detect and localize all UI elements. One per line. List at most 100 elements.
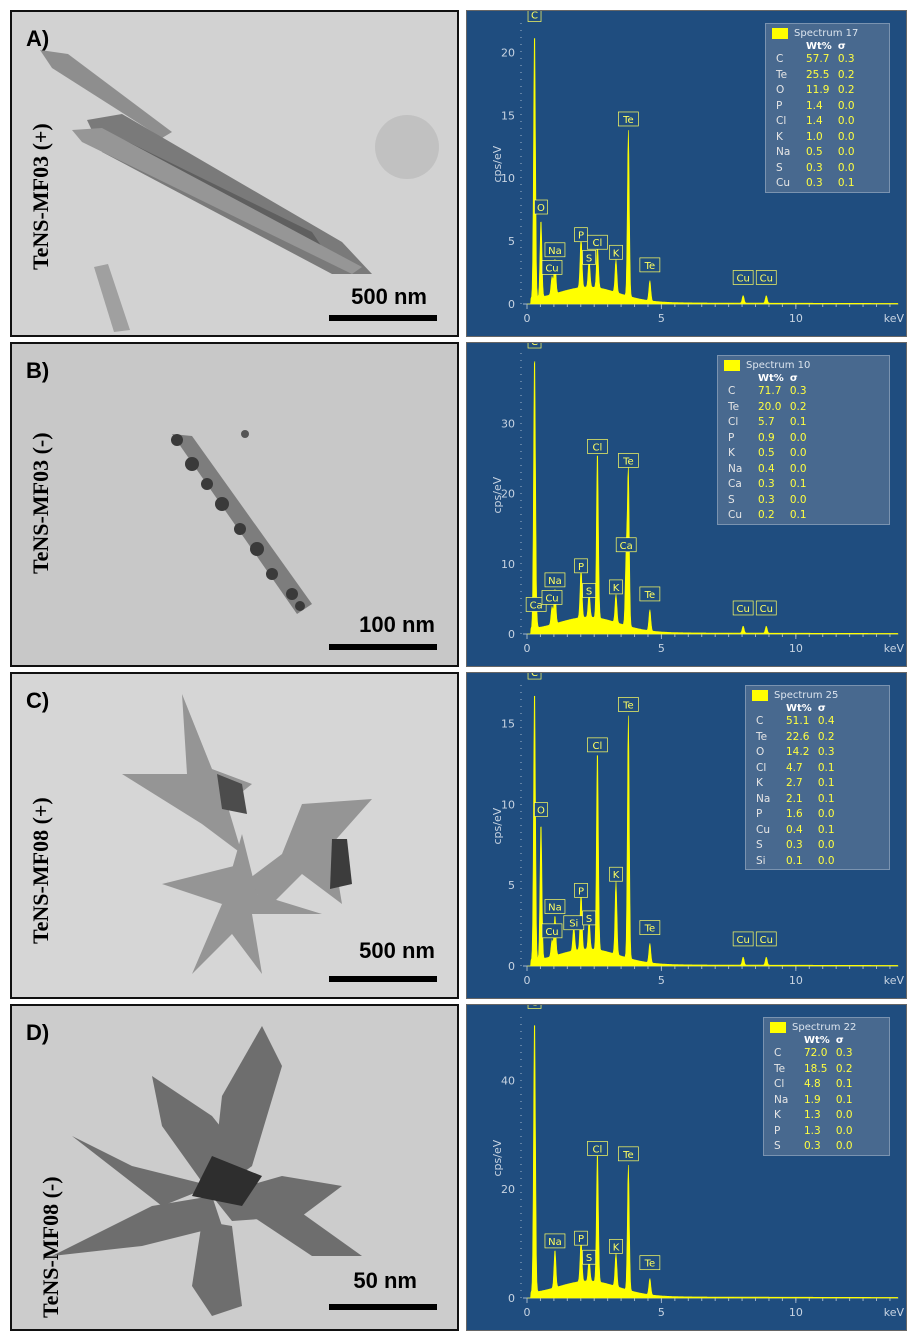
peak-label-cu: Cu (545, 927, 558, 938)
peak-label-te: Te (644, 1259, 656, 1270)
composition-row: O 14.2 0.3 (756, 745, 843, 761)
composition-row: S 0.3 0.0 (774, 1139, 861, 1155)
composition-sigma: 0.0 (837, 161, 855, 174)
peak-label-box (755, 600, 777, 616)
y-tick-label: 40 (501, 1074, 515, 1087)
composition-el: Na (776, 146, 791, 158)
composition-el: S (728, 493, 735, 506)
peak-label-p: P (578, 886, 584, 897)
composition-header: σ (835, 1035, 844, 1046)
y-axis-label: cps/eV (491, 1139, 504, 1176)
sample-label: TeNS-MF03 (-) (28, 432, 53, 574)
composition-wt: 0.3 (806, 177, 823, 189)
x-unit-label: keV (884, 974, 905, 987)
peak-label-ca: Ca (620, 541, 633, 552)
composition-sigma: 0.1 (837, 177, 855, 189)
x-tick-label: 5 (658, 642, 665, 655)
composition-sigma: 0.1 (789, 416, 807, 428)
y-tick-label: 20 (501, 488, 515, 501)
peak-label-box (609, 579, 623, 595)
composition-wt: 1.4 (806, 115, 823, 127)
y-tick-label: 10 (501, 798, 515, 811)
tem-image-b: B) TeNS-MF03 (-) 100 nm (10, 342, 459, 667)
legend-spectrum-name: Spectrum 17 (794, 28, 859, 39)
peak-label-box (582, 910, 596, 926)
composition-header: Wt% (786, 703, 812, 714)
scale-bar (329, 1304, 437, 1310)
composition-row: Cl 5.7 0.1 (728, 415, 815, 431)
peak-label-cu: Cu (760, 604, 773, 615)
composition-sigma: 0.0 (835, 1140, 853, 1152)
peak-label-box (639, 1255, 661, 1271)
composition-el: Cu (756, 823, 770, 836)
x-unit-label: keV (884, 1306, 905, 1319)
composition-header: Wt% (758, 373, 784, 384)
y-tick-label: 5 (508, 235, 515, 248)
composition-wt: 71.7 (758, 385, 782, 397)
y-tick-label: 10 (501, 558, 515, 571)
peak-label-box (582, 1249, 596, 1265)
peak-label-na: Na (548, 576, 562, 587)
panel-row-c: C) TeNS-MF08 (+) 500 nm 0 5 10 15 0 5 10 keV cps… (0, 672, 907, 999)
y-axis-label: cps/eV (491, 145, 504, 182)
peak-label-cl: Cl (593, 1144, 603, 1155)
composition-sigma: 0.0 (835, 1109, 853, 1121)
peak-label-c: C (531, 11, 538, 22)
composition-row: Te 20.0 0.2 (728, 400, 815, 416)
legend-swatch (772, 28, 788, 39)
composition-row: Ca 0.3 0.1 (728, 477, 815, 493)
peak-label-box (587, 1141, 608, 1156)
composition-row: C 57.7 0.3 (776, 52, 863, 68)
peak-label-box (527, 673, 542, 680)
tem-micrograph-decorated-rod (12, 344, 457, 665)
composition-el: P (728, 431, 735, 444)
composition-wt: 14.2 (786, 746, 810, 758)
composition-table: Wt% σ C 51.1 0.4 Te 22.6 0.2 O 14.2 0.3 Cl 4.7 0.1 K 2.… (756, 703, 843, 869)
composition-header (756, 703, 786, 714)
peak-label-o: O (537, 203, 545, 214)
x-tick-label: 0 (524, 642, 531, 655)
composition-header (774, 1035, 804, 1046)
composition-row: C 71.7 0.3 (728, 384, 815, 400)
x-tick-label: 0 (524, 1306, 531, 1319)
composition-row: C 72.0 0.3 (774, 1046, 861, 1062)
peak-label-box (587, 737, 608, 753)
composition-wt: 0.9 (758, 431, 775, 444)
composition-wt: 0.3 (804, 1140, 821, 1152)
composition-el: Cu (776, 177, 790, 189)
composition-wt: 1.9 (804, 1093, 821, 1106)
y-axis-label: cps/eV (491, 476, 504, 513)
composition-row: Na 0.5 0.0 (776, 145, 863, 161)
legend-swatch (752, 690, 768, 701)
panel-row-d: D) TeNS-MF08 (-) 50 nm 0 20 40 0 5 10 keV cps/e… (0, 1004, 907, 1331)
legend-spectrum-name: Spectrum 22 (792, 1022, 857, 1033)
peak-label-box (618, 697, 639, 712)
eds-plot: 0 5 10 15 0 5 10 keV cps/eV C O Na Cu Si P S Cl K Te Te Cu Cu (491, 673, 905, 987)
peak-label-cu: Cu (760, 935, 773, 946)
peak-label-k: K (613, 1242, 620, 1253)
scale-bar (329, 315, 437, 321)
composition-wt: 1.6 (786, 808, 803, 820)
composition-row: Te 25.5 0.2 (776, 68, 863, 84)
peak-label-box (544, 572, 566, 588)
peak-labels: C Na PS Cl K Te Te (527, 1005, 661, 1271)
y-tick-label: 0 (508, 1292, 515, 1305)
composition-wt: 2.7 (786, 777, 803, 789)
composition-row: P 1.3 0.0 (774, 1124, 861, 1140)
composition-row: K 1.0 0.0 (776, 130, 863, 146)
peak-label-box (582, 249, 596, 265)
composition-el: O (756, 746, 765, 758)
composition-el: K (774, 1109, 781, 1121)
composition-wt: 0.3 (806, 161, 823, 174)
peak-label-s: S (586, 253, 592, 264)
legend-spectrum-name: Spectrum 25 (774, 690, 839, 701)
y-tick-label: 0 (508, 960, 515, 973)
composition-row: P 1.4 0.0 (776, 99, 863, 115)
peak-label-cl: Cl (593, 442, 603, 453)
y-axis-label: cps/eV (491, 807, 504, 844)
peak-labels: C Ca Na Cu P S Cl K Te Ca Te Cu Cu (525, 343, 777, 616)
y-tick-label: 15 (501, 717, 515, 730)
peak-label-box (615, 537, 637, 553)
